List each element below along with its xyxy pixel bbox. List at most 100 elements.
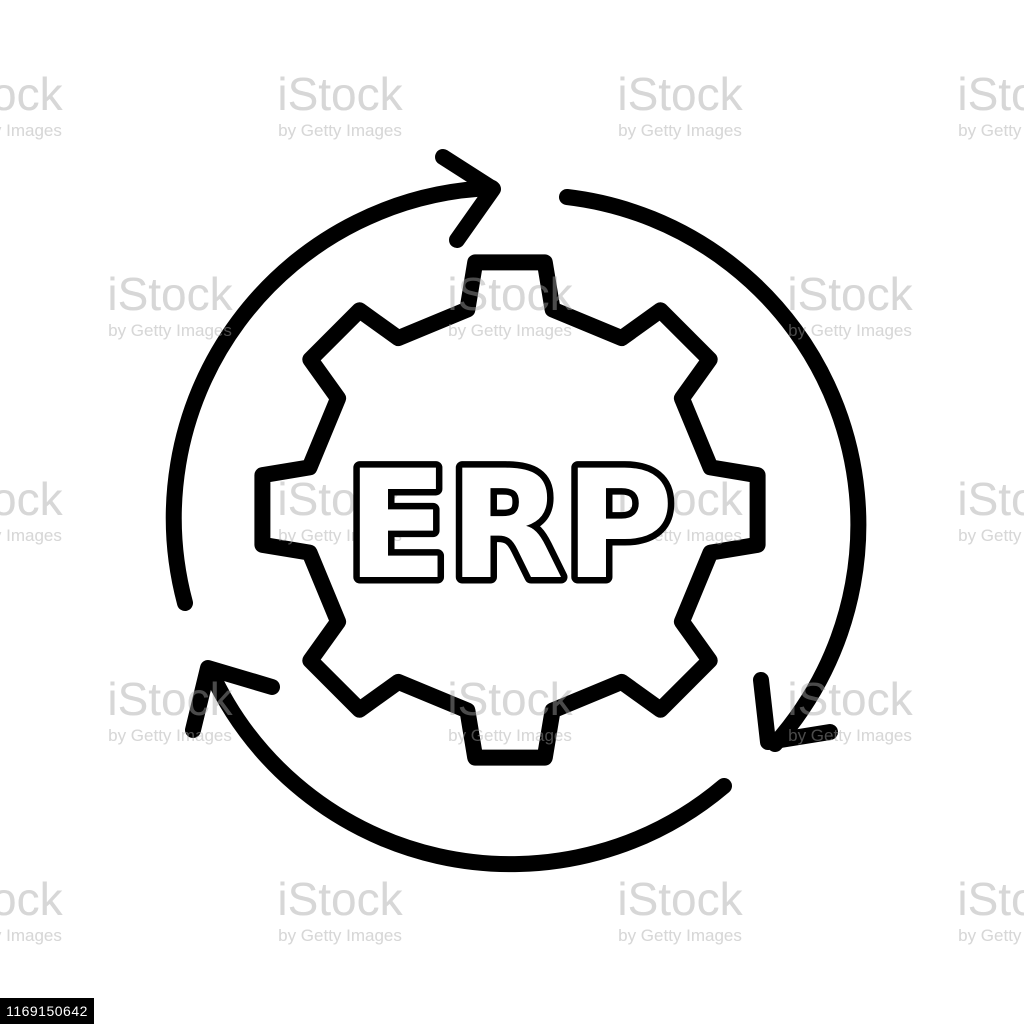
watermark-main-text: iStock xyxy=(107,268,233,320)
watermark-sub-text: by Getty Images xyxy=(108,726,232,745)
watermark-sub-text: by Getty Images xyxy=(0,121,62,140)
watermark-main-text: iStock xyxy=(617,873,743,925)
watermark-main-text: iStock xyxy=(787,268,913,320)
watermark-main-text: iStock xyxy=(0,473,64,525)
watermark-main-text: iStock xyxy=(787,268,913,320)
watermark-main-text: iStock xyxy=(447,673,573,725)
watermark-sub-text: by Getty Images xyxy=(618,121,742,140)
watermark-sub-text: by Getty Images xyxy=(278,526,402,545)
watermark-sub-text: by Getty Images xyxy=(448,321,572,340)
watermark-sub-text: by Getty Images xyxy=(108,321,232,340)
watermark-sub-text: by Getty Images xyxy=(958,926,1024,945)
watermark-sub-text: by Getty Images xyxy=(958,526,1024,545)
watermark-sub-text: by Getty Images xyxy=(618,926,742,945)
watermark-sub-text: by Getty Images xyxy=(788,321,912,340)
watermark-sub-text: by Getty Images xyxy=(0,926,62,945)
watermark-main-text: iStock xyxy=(277,473,403,525)
stock-id-badge: 1169150642 xyxy=(0,998,94,1024)
watermark-main-text: iStock xyxy=(0,68,64,120)
watermark-sub-text: by Getty Images xyxy=(958,926,1024,945)
watermark-main-text: iStock xyxy=(957,68,1024,120)
watermark-main-text: iStock xyxy=(277,873,403,925)
watermark-sub-text: by Getty Images xyxy=(278,121,402,140)
arc-bottom xyxy=(202,662,732,873)
watermark-main-text: iStock xyxy=(0,873,64,925)
watermark-sub-text: by Getty Images xyxy=(958,121,1024,140)
arrowhead-top xyxy=(435,149,501,248)
arc-top-left xyxy=(165,180,500,611)
watermark-main-text: iStock xyxy=(107,268,233,320)
watermark-sub-text: by Getty Images xyxy=(618,926,742,945)
watermark-main-text: iStock xyxy=(277,873,403,925)
watermark-sub-text: by Getty Images xyxy=(278,926,402,945)
watermark-main-text: iStock xyxy=(0,473,64,525)
arrowhead-right xyxy=(753,672,838,750)
watermark-main-text: iStock xyxy=(957,873,1024,925)
watermark-sub-text: by Getty Images xyxy=(618,526,742,545)
watermark-main-text: iStock xyxy=(277,68,403,120)
watermark-main-text: iStock xyxy=(957,68,1024,120)
watermark-sub-text: by Getty Images xyxy=(0,926,62,945)
watermark-sub-text: by Getty Images xyxy=(788,321,912,340)
watermark-main-text: iStock xyxy=(107,673,233,725)
gear-icon xyxy=(254,254,766,766)
watermark-main-text: iStock xyxy=(617,68,743,120)
watermark-sub-text: by Getty Images xyxy=(448,726,572,745)
watermark-sub-text: by Getty Images xyxy=(618,121,742,140)
watermark-main-text: iStock xyxy=(617,68,743,120)
watermark-sub-text: by Getty Images xyxy=(958,121,1024,140)
cycle-arrows-icon xyxy=(165,149,867,873)
erp-label: ERP xyxy=(346,439,674,613)
watermark-main-text: iStock xyxy=(617,873,743,925)
watermark-main-text: iStock xyxy=(277,68,403,120)
gear-outline xyxy=(254,254,766,766)
watermark-main-text: iStock xyxy=(617,473,743,525)
watermark-sub-text: by Getty Images xyxy=(0,526,62,545)
watermark-sub-text: by Getty Images xyxy=(958,526,1024,545)
arrowhead-left xyxy=(185,660,280,738)
watermark-sub-text: by Getty Images xyxy=(618,526,742,545)
watermark-sub-text: by Getty Images xyxy=(448,321,572,340)
watermark-main-text: iStock xyxy=(957,473,1024,525)
watermark-sub-text: by Getty Images xyxy=(788,726,912,745)
watermark-main-text: iStock xyxy=(0,873,64,925)
watermark-main-text: iStock xyxy=(277,473,403,525)
watermark-main-text: iStock xyxy=(617,473,743,525)
watermark-main-text: iStock xyxy=(787,673,913,725)
watermark-sub-text: by Getty Images xyxy=(108,321,232,340)
watermark-sub-text: by Getty Images xyxy=(278,926,402,945)
watermark-main-text: iStock xyxy=(957,473,1024,525)
watermark-sub-text: by Getty Images xyxy=(278,121,402,140)
watermark-main-text: iStock xyxy=(447,268,573,320)
watermark-sub-text: by Getty Images xyxy=(0,121,62,140)
